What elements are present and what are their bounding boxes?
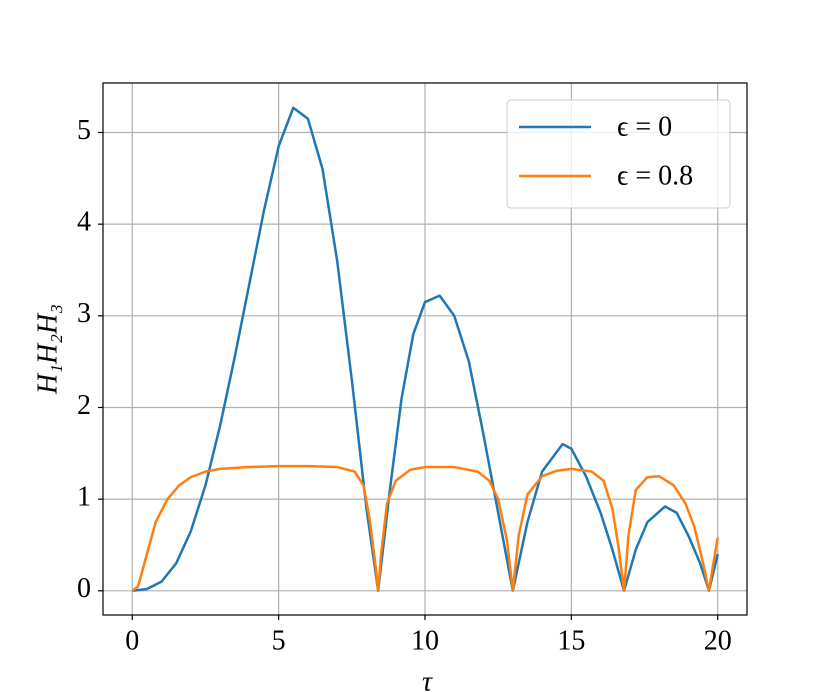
y-tick-label: 3 (77, 298, 91, 329)
y-tick-label: 0 (77, 573, 91, 604)
legend-label: ϵ = 0 (617, 111, 672, 142)
y-tick-label: 4 (77, 207, 91, 238)
x-axis-label: τ (422, 666, 433, 692)
y-tick-label: 1 (77, 482, 91, 513)
y-axis-label: H₁H₂H₃ (32, 304, 63, 395)
x-tick-label: 15 (557, 625, 585, 656)
legend: ϵ = 0 ϵ = 0.8 (506, 99, 731, 209)
line (131, 464, 719, 593)
plot-frame (102, 82, 748, 616)
legend-label: ϵ = 0.8 (617, 160, 693, 191)
x-tick-label: 5 (272, 625, 286, 656)
x-tick-label: 0 (125, 625, 139, 656)
line (132, 106, 719, 593)
x-tick-label: 20 (704, 625, 732, 656)
x-tick-label: 10 (411, 625, 439, 656)
y-tick-label: 2 (77, 390, 91, 421)
y-tick-label: 5 (77, 115, 91, 146)
